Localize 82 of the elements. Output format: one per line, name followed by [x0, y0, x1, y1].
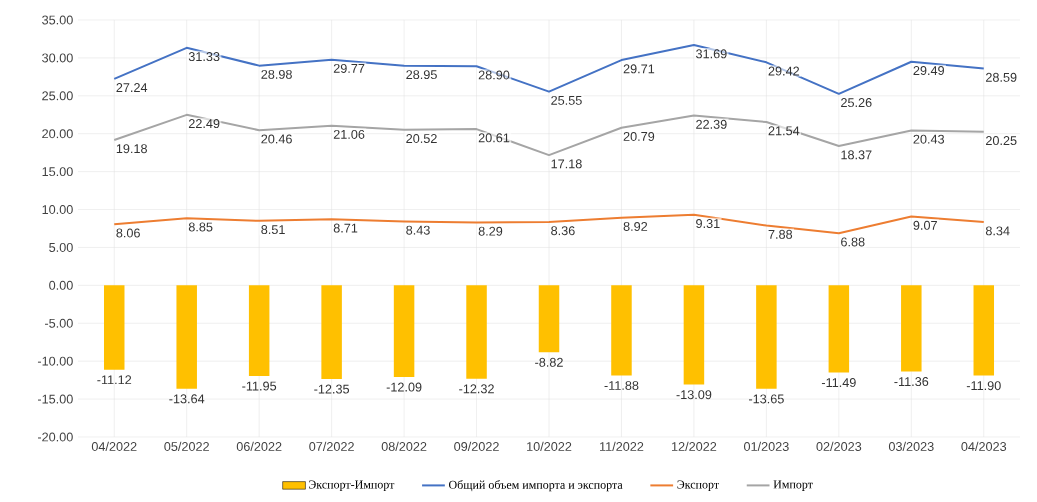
- data-label: 8.92: [623, 221, 648, 231]
- data-label: -12.09: [386, 382, 422, 392]
- data-label: 28.59: [986, 72, 1017, 82]
- data-label: 19.18: [116, 144, 147, 154]
- data-label: 29.49: [913, 66, 944, 75]
- x-tick-label: 07/2022: [309, 441, 354, 451]
- x-tick-label: 03/2023: [888, 441, 934, 451]
- x-tick-label: 09/2022: [454, 441, 499, 451]
- y-tick-label: 0.00: [49, 280, 73, 290]
- y-tick-label: -15.00: [37, 394, 73, 404]
- x-tick-label: 10/2022: [527, 441, 572, 451]
- y-tick-label: -10.00: [37, 356, 73, 366]
- x-tick-label: 02/2023: [816, 441, 862, 451]
- x-tick-label: 01/2023: [744, 441, 789, 451]
- data-label: -13.64: [169, 394, 205, 404]
- legend-label: Экспорт-Импорт: [309, 480, 395, 491]
- y-tick-label: 15.00: [42, 167, 73, 177]
- data-label: 8.34: [985, 226, 1010, 236]
- data-label: -12.35: [314, 384, 350, 394]
- data-label: 29.77: [333, 63, 365, 73]
- data-label: 8.85: [188, 222, 213, 232]
- data-label: -12.32: [459, 384, 494, 394]
- data-label: 20.25: [986, 136, 1017, 146]
- data-label: 6.88: [841, 237, 865, 247]
- data-label: 20.43: [913, 134, 945, 144]
- data-label: -11.49: [821, 378, 856, 388]
- y-tick-label: 30.00: [42, 53, 73, 63]
- data-label: -11.36: [894, 377, 929, 387]
- legend-label: Общий объем импорта и экспорта: [449, 480, 623, 492]
- data-label: 29.71: [623, 64, 655, 74]
- x-tick-label: 04/2022: [91, 441, 137, 451]
- y-tick-label: 5.00: [49, 242, 73, 252]
- data-label: -11.90: [966, 381, 1001, 391]
- data-label: 31.69: [696, 49, 727, 59]
- data-label: 25.26: [841, 98, 872, 108]
- data-label: 22.49: [188, 119, 220, 129]
- x-tick-label: 11/2022: [600, 441, 644, 451]
- data-label: 18.37: [841, 150, 872, 160]
- y-tick-label: -20.00: [37, 432, 73, 442]
- data-label: 25.55: [551, 95, 582, 105]
- data-label: -13.09: [676, 390, 712, 400]
- data-label: 28.90: [478, 70, 510, 80]
- y-tick-label: 10.00: [42, 205, 73, 215]
- x-tick-label: 05/2022: [164, 441, 209, 451]
- x-tick-label: 08/2022: [381, 441, 427, 451]
- data-label: -8.82: [535, 357, 563, 367]
- data-label: 28.95: [406, 70, 437, 80]
- y-tick-label: 35.00: [42, 15, 73, 25]
- data-label: 20.52: [406, 134, 437, 144]
- x-tick-label: 12/2022: [672, 441, 717, 451]
- data-label: 8.06: [116, 228, 140, 238]
- line-series: [113, 44, 985, 95]
- data-label: 31.33: [188, 52, 220, 62]
- data-label: 20.46: [261, 134, 292, 144]
- data-label: 8.71: [333, 223, 358, 233]
- data-label: 9.07: [913, 220, 937, 230]
- data-label: 8.51: [261, 225, 285, 235]
- data-label: 17.18: [551, 159, 582, 169]
- data-label: 9.31: [696, 219, 720, 228]
- data-label: 8.36: [551, 226, 575, 236]
- data-label: -11.12: [97, 375, 132, 385]
- data-label: 28.98: [261, 69, 292, 79]
- x-tick-label: 04/2023: [961, 441, 1007, 451]
- data-label: 7.88: [768, 229, 793, 239]
- legend-label: Импорт: [773, 480, 813, 491]
- legend-label: Экспорт: [677, 480, 719, 491]
- data-label: 20.61: [478, 133, 510, 143]
- y-tick-label: 20.00: [42, 129, 73, 139]
- data-label: 27.24: [116, 83, 148, 92]
- x-tick-label: 06/2022: [236, 441, 282, 451]
- data-label: 22.39: [696, 119, 727, 129]
- data-label: 8.29: [478, 226, 503, 236]
- data-label: 21.06: [333, 129, 365, 139]
- y-tick-label: 25.00: [42, 91, 73, 101]
- data-label: -11.95: [242, 381, 277, 391]
- data-label: 20.79: [623, 131, 655, 141]
- data-label: -13.65: [749, 394, 784, 404]
- y-tick-label: -5.00: [44, 318, 73, 328]
- data-label: 8.43: [406, 225, 430, 235]
- data-label: -11.88: [604, 381, 639, 390]
- data-label: 21.54: [768, 126, 800, 136]
- data-label: 29.42: [768, 66, 800, 76]
